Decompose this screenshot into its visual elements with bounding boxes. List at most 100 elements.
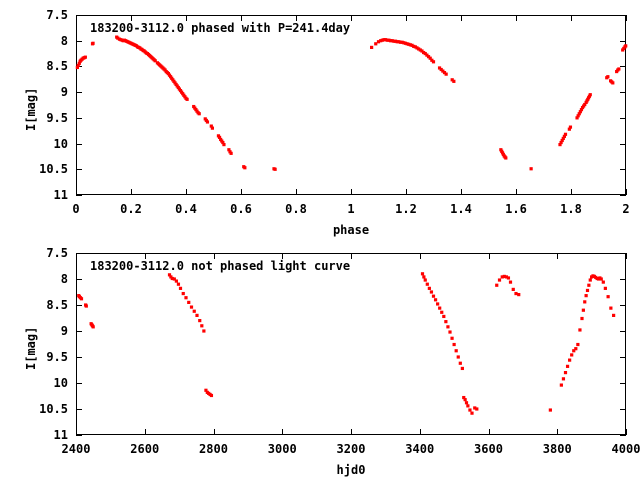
data-point [380, 38, 384, 42]
data-point [441, 69, 445, 73]
data-point [548, 408, 552, 412]
data-point [385, 38, 389, 42]
data-point [466, 404, 470, 408]
data-point [460, 366, 464, 371]
data-point [588, 278, 592, 282]
data-point [431, 294, 436, 298]
data-point [450, 336, 454, 340]
data-point [415, 46, 419, 50]
data-point [448, 330, 452, 334]
data-point [370, 45, 374, 49]
unphased-xtick-label: 2600 [130, 442, 160, 456]
data-point [198, 319, 202, 323]
data-point [567, 127, 571, 131]
data-point [83, 55, 87, 59]
phased-plot-title: 183200-3112.0 phased with P=241.4day [90, 21, 351, 35]
phased-ytick-label: 10 [53, 136, 68, 151]
data-point [502, 274, 506, 278]
data-point [382, 38, 386, 42]
data-point [402, 41, 406, 45]
data-point [446, 325, 450, 329]
data-point [222, 143, 226, 147]
data-point [178, 286, 183, 290]
data-point [561, 136, 565, 141]
unphased-xtick-label: 2800 [199, 442, 228, 456]
unphased-plot-canvas [76, 253, 627, 436]
data-point [389, 39, 393, 43]
phased-xtick-label: 1.8 [560, 202, 582, 216]
data-point [572, 349, 576, 353]
data-point [217, 135, 222, 139]
data-point [612, 313, 616, 317]
data-point [470, 411, 474, 415]
data-point [202, 329, 206, 333]
data-point [422, 275, 426, 279]
data-point [77, 61, 81, 65]
data-point [617, 67, 621, 71]
data-point [84, 304, 88, 308]
data-point [243, 166, 247, 170]
data-point [185, 97, 189, 101]
data-point [452, 342, 456, 347]
data-point [440, 310, 444, 314]
phased-xtick-label: 0.4 [175, 202, 197, 216]
unphased-x-axis-label: hjd0 [336, 463, 366, 477]
data-point [585, 288, 590, 293]
data-point [587, 283, 591, 287]
data-point [452, 79, 456, 83]
data-point [606, 295, 610, 299]
data-point [393, 39, 398, 43]
data-point [450, 78, 454, 82]
data-point [379, 39, 383, 43]
phased-ytick-label: 7.5 [46, 8, 68, 22]
phased-ytick-label: 8.5 [46, 59, 68, 74]
data-point [407, 42, 411, 46]
unphased-ytick-label: 8 [60, 272, 68, 286]
phased-x-axis-label: phase [332, 223, 370, 237]
data-point [583, 102, 587, 107]
data-point [91, 41, 95, 45]
phased-xtick-label: 1 [347, 202, 355, 216]
data-point [578, 328, 582, 332]
data-point [79, 297, 84, 301]
data-point [387, 38, 391, 42]
unphased-ytick-label: 10.5 [39, 402, 68, 416]
unphased-xtick-label: 3000 [267, 442, 297, 456]
data-point [403, 41, 408, 45]
data-point [374, 42, 378, 46]
data-point [438, 306, 442, 310]
data-point [420, 49, 424, 53]
data-point [167, 273, 172, 277]
data-point [397, 40, 401, 44]
data-point [116, 36, 120, 40]
data-point [204, 388, 208, 392]
data-point [578, 110, 582, 114]
phased-ytick-label: 8 [60, 33, 68, 48]
data-point [504, 275, 508, 279]
data-point [529, 167, 533, 171]
data-point [209, 393, 214, 398]
data-point [423, 278, 427, 282]
data-point [511, 287, 515, 291]
data-point [444, 72, 448, 76]
data-point [273, 167, 277, 171]
data-point [205, 120, 210, 124]
data-point [576, 342, 580, 347]
data-point [575, 116, 579, 120]
data-point [508, 280, 513, 284]
unphased-xtick-label: 3200 [336, 442, 366, 456]
data-point [423, 51, 427, 56]
data-point [229, 151, 233, 155]
data-point [577, 112, 581, 116]
phased-ytick-label: 10.5 [39, 162, 68, 177]
unphased-ytick-label: 8.5 [46, 298, 68, 312]
data-point [417, 47, 421, 51]
data-point [504, 156, 508, 160]
data-point [576, 114, 580, 118]
data-point [422, 50, 426, 55]
unphased-ytick-label: 7.5 [46, 246, 68, 260]
data-point [603, 286, 607, 290]
phased-xtick-label: 1.4 [450, 202, 472, 216]
data-point [599, 277, 603, 281]
data-point [462, 395, 466, 400]
